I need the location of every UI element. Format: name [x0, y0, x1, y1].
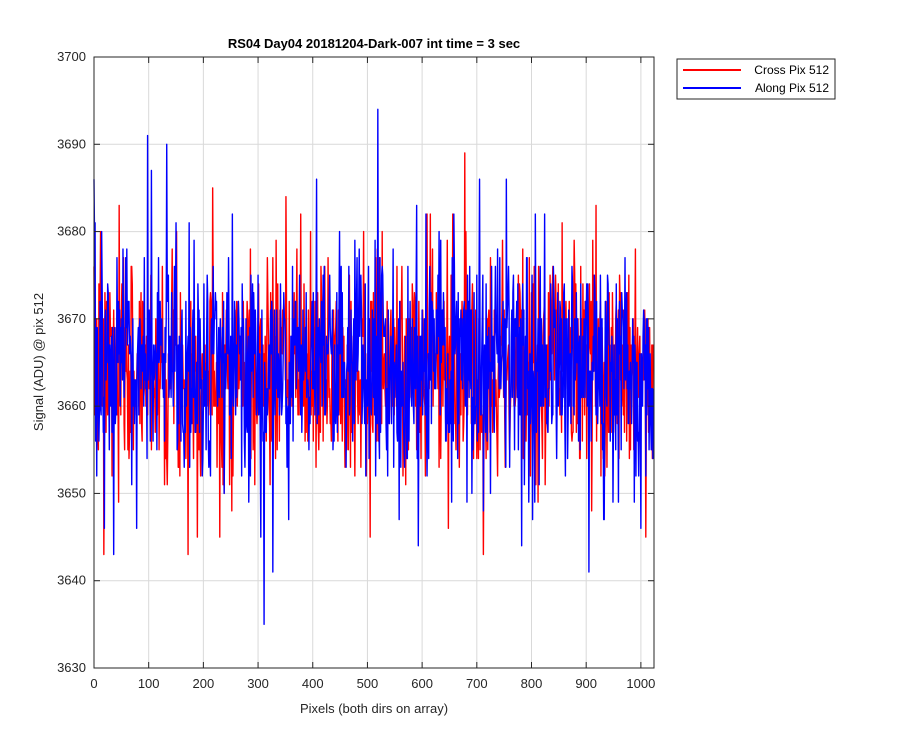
- legend[interactable]: Cross Pix 512 Along Pix 512: [676, 58, 836, 100]
- legend-label-cross: Cross Pix 512: [754, 63, 829, 77]
- series-line-along-pix-512: [93, 108, 655, 626]
- y-tick-label: 3640: [57, 573, 86, 588]
- legend-box: [676, 58, 836, 100]
- y-tick-label: 3660: [57, 398, 86, 413]
- x-tick-label: 800: [521, 676, 543, 691]
- y-tick-label: 3650: [57, 485, 86, 500]
- x-tick-label: 200: [193, 676, 215, 691]
- x-tick-label: 900: [575, 676, 597, 691]
- y-tick-label: 3680: [57, 224, 86, 239]
- x-tick-label: 400: [302, 676, 324, 691]
- x-tick-label: 500: [357, 676, 379, 691]
- y-tick-label: 3690: [57, 136, 86, 151]
- legend-label-along: Along Pix 512: [755, 81, 829, 95]
- x-tick-label: 100: [138, 676, 160, 691]
- y-tick-label: 3630: [57, 660, 86, 675]
- x-tick-label: 0: [90, 676, 97, 691]
- ticks: [93, 56, 654, 669]
- x-tick-label: 1000: [626, 676, 655, 691]
- y-tick-label: 3700: [57, 49, 86, 64]
- x-tick-label: 300: [247, 676, 269, 691]
- x-tick-label: 700: [466, 676, 488, 691]
- x-tick-label: 600: [411, 676, 433, 691]
- y-axis-label: Signal (ADU) @ pix 512: [31, 293, 46, 431]
- chart-title: RS04 Day04 20181204-Dark-007 int time = …: [228, 36, 520, 51]
- plot-frame: [93, 56, 655, 669]
- tick-labels: 0 100 200 300 400 500 600 700 800 900 1000 3630 3640…: [57, 49, 655, 691]
- x-axis-label: Pixels (both dirs on array): [300, 701, 448, 716]
- series-layer: [93, 108, 655, 626]
- y-tick-label: 3670: [57, 311, 86, 326]
